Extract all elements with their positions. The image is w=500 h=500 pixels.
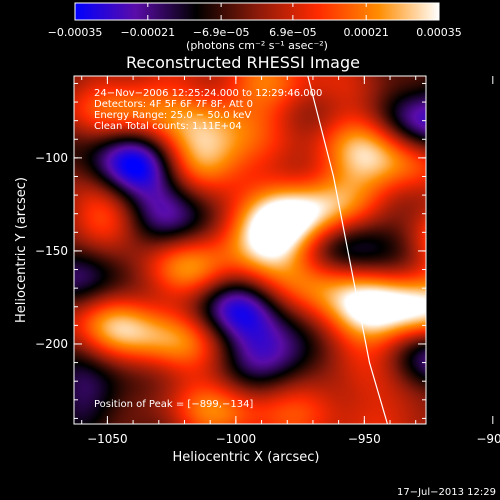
heatmap-image — [74, 76, 426, 424]
x-axis-title: Heliocentric X (arcsec) — [173, 450, 320, 465]
colorbar-ticks: −0.00035 −0.00021 −6.9e−05 6.9e−05 0.00021 0.… — [48, 3, 462, 39]
footer-timestamp: 17−Jul−2013 12:29 — [397, 487, 496, 498]
colorbar-tick-label: −0.00021 — [120, 26, 175, 39]
x-tick-label: −900 — [476, 432, 500, 446]
x-tick-label: −950 — [348, 432, 381, 446]
plot-title: Reconstructed RHESSI Image — [126, 53, 360, 72]
colorbar-units: (photons cm⁻² s⁻¹ asec⁻²) — [186, 39, 328, 52]
annotation-line: 24−Nov−2006 12:25:24.000 to 12:29:46.000 — [94, 88, 322, 99]
annotation-line: Energy Range: 25.0 − 50.0 keV — [94, 110, 251, 121]
x-axis: −1050 −1000 −950 −900 — [81, 76, 500, 446]
colorbar — [74, 2, 440, 21]
y-tick-label: −100 — [35, 151, 68, 165]
colorbar-tick-label: 0.00021 — [343, 26, 389, 39]
y-axis: −100 −150 −200 — [35, 82, 426, 419]
overlay-annotations: 24−Nov−2006 12:25:24.000 to 12:29:46.000… — [94, 88, 322, 132]
peak-position-label: Position of Peak = [−899,−134] — [94, 399, 253, 410]
colorbar-tick-label: −6.9e−05 — [193, 26, 250, 39]
plot-frame — [73, 75, 427, 425]
plot-area — [74, 76, 426, 424]
annotation-line: Detectors: 4F 5F 6F 7F 8F, Att 0 — [94, 99, 253, 110]
x-tick-label: −1000 — [216, 432, 257, 446]
y-tick-label: −150 — [35, 244, 68, 258]
x-tick-label: −1050 — [87, 432, 128, 446]
y-axis-title: Heliocentric Y (arcsec) — [14, 177, 29, 323]
annotation-line: Clean Total counts: 1.11E+04 — [94, 121, 242, 132]
y-tick-label: −200 — [35, 337, 68, 351]
colorbar-tick-label: −0.00035 — [48, 26, 103, 39]
colorbar-tick-label: 0.00035 — [416, 26, 462, 39]
colorbar-tick-label: 6.9e−05 — [269, 26, 316, 39]
limb-curve — [307, 76, 389, 424]
